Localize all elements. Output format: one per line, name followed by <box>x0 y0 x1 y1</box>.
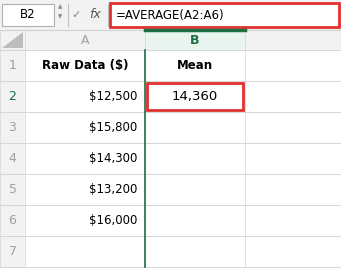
Text: 4: 4 <box>9 152 16 165</box>
Bar <box>147 83 243 110</box>
Bar <box>0 30 341 269</box>
Bar <box>245 30 341 50</box>
Bar <box>0 236 25 267</box>
Bar <box>0 112 25 143</box>
Bar <box>25 30 145 50</box>
Text: $16,000: $16,000 <box>89 214 137 227</box>
Bar <box>0 205 25 236</box>
Text: =AVERAGE(A2:A6): =AVERAGE(A2:A6) <box>116 9 225 22</box>
Text: ▼: ▼ <box>58 14 62 19</box>
Text: Raw Data ($): Raw Data ($) <box>42 59 128 72</box>
Text: $13,200: $13,200 <box>89 183 137 196</box>
Bar <box>0 50 25 81</box>
Text: 3: 3 <box>9 121 16 134</box>
Text: $14,300: $14,300 <box>89 152 137 165</box>
Text: $15,800: $15,800 <box>89 121 137 134</box>
Text: Mean: Mean <box>177 59 213 72</box>
Text: fx: fx <box>89 9 101 22</box>
Text: 14,360: 14,360 <box>172 90 218 103</box>
Bar <box>110 3 339 27</box>
Bar <box>0 30 25 50</box>
Bar <box>0 174 25 205</box>
Text: A: A <box>81 34 89 47</box>
Bar <box>0 0 341 30</box>
Text: 2: 2 <box>9 90 16 103</box>
Bar <box>2 4 54 26</box>
Text: 7: 7 <box>9 245 16 258</box>
Polygon shape <box>2 32 23 48</box>
Text: 6: 6 <box>9 214 16 227</box>
Text: ✓: ✓ <box>71 10 81 20</box>
Text: 1: 1 <box>9 59 16 72</box>
Text: B: B <box>190 34 200 47</box>
Text: ▲: ▲ <box>58 4 62 9</box>
Text: 5: 5 <box>9 183 16 196</box>
Bar <box>145 30 245 50</box>
Text: $12,500: $12,500 <box>89 90 137 103</box>
Text: B2: B2 <box>20 9 36 22</box>
Bar <box>0 143 25 174</box>
Bar <box>0 81 25 112</box>
